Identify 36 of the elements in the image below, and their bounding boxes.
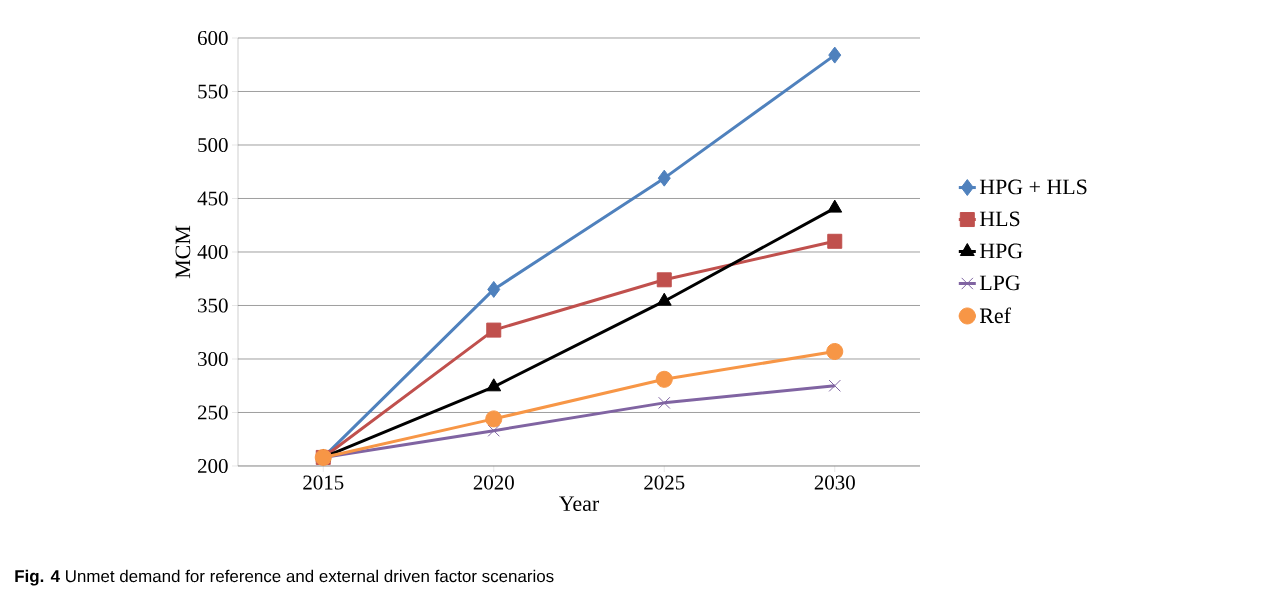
x-tick-label: 2030 xyxy=(814,475,855,490)
legend-label: HPG + HLS xyxy=(979,179,1087,195)
point xyxy=(487,424,500,437)
point xyxy=(487,280,501,298)
y-tick-label: 300 xyxy=(198,351,228,367)
point xyxy=(485,410,503,428)
point xyxy=(656,272,672,288)
point xyxy=(827,199,843,213)
legend-label: HPG xyxy=(979,243,1023,259)
text: Fig. 4 Unmet demand for reference and external driven factor scenarios xyxy=(15,569,554,586)
point xyxy=(656,292,672,306)
point xyxy=(655,370,673,388)
point xyxy=(828,46,842,64)
y-tick-label: 600 xyxy=(198,30,228,46)
point xyxy=(658,396,671,410)
point xyxy=(826,343,844,360)
legend-label: Ref xyxy=(979,307,1011,324)
x-axis-title: Year xyxy=(559,496,600,512)
point xyxy=(657,169,671,187)
x-tick-label: 2020 xyxy=(473,475,514,490)
y-tick-label: 550 xyxy=(198,84,228,99)
point xyxy=(827,233,843,249)
y-tick-label: 500 xyxy=(198,137,228,153)
y-tick-label: 450 xyxy=(197,191,228,206)
legend-label: LPG xyxy=(979,275,1021,291)
point xyxy=(828,379,841,392)
y-tick-label: 200 xyxy=(198,458,228,474)
y-axis-title: MCM xyxy=(175,225,191,279)
y-tick-label: 400 xyxy=(197,244,228,260)
y-tick-label: 250 xyxy=(198,405,228,420)
point xyxy=(486,378,502,392)
legend-label: HLS xyxy=(979,211,1020,227)
x-tick-label: 2025 xyxy=(644,475,685,490)
y-tick-label: 350 xyxy=(198,298,228,313)
point xyxy=(486,322,502,338)
x-tick-label: 2015 xyxy=(303,475,344,490)
